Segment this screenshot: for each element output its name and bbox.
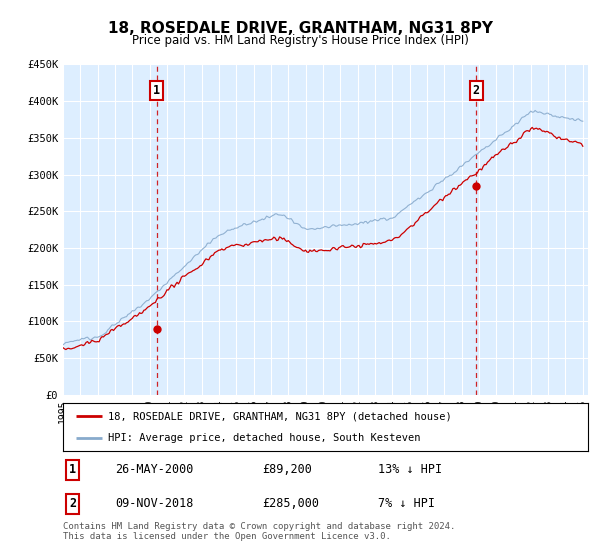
Text: 1: 1: [153, 83, 160, 96]
Text: £285,000: £285,000: [263, 497, 320, 510]
Text: 18, ROSEDALE DRIVE, GRANTHAM, NG31 8PY (detached house): 18, ROSEDALE DRIVE, GRANTHAM, NG31 8PY (…: [107, 411, 451, 421]
Text: 7% ↓ HPI: 7% ↓ HPI: [378, 497, 435, 510]
Text: 13% ↓ HPI: 13% ↓ HPI: [378, 463, 442, 476]
Text: 09-NOV-2018: 09-NOV-2018: [115, 497, 194, 510]
Text: £89,200: £89,200: [263, 463, 313, 476]
Text: Contains HM Land Registry data © Crown copyright and database right 2024.
This d: Contains HM Land Registry data © Crown c…: [63, 522, 455, 542]
Text: 2: 2: [473, 83, 480, 96]
Text: 26-MAY-2000: 26-MAY-2000: [115, 463, 194, 476]
Text: HPI: Average price, detached house, South Kesteven: HPI: Average price, detached house, Sout…: [107, 433, 420, 443]
Text: Price paid vs. HM Land Registry's House Price Index (HPI): Price paid vs. HM Land Registry's House …: [131, 34, 469, 46]
Text: 2: 2: [69, 497, 76, 510]
Text: 1: 1: [69, 463, 76, 476]
Text: 18, ROSEDALE DRIVE, GRANTHAM, NG31 8PY: 18, ROSEDALE DRIVE, GRANTHAM, NG31 8PY: [107, 21, 493, 36]
